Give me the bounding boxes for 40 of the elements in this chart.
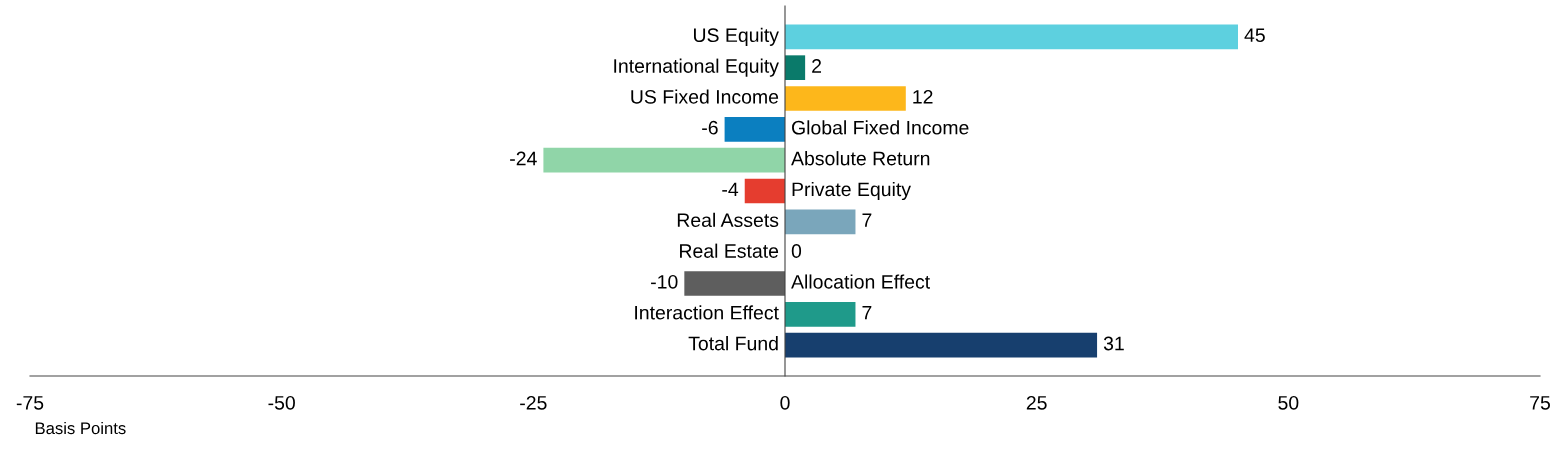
y-tick-label: Global Fixed Income [792,120,969,135]
bar [785,55,806,80]
y-tick-label: Total Fund [688,336,778,351]
data-label: 7 [862,305,872,320]
data-label: -10 [651,274,678,289]
bar [724,117,785,142]
bar [785,302,856,327]
y-tick-label: Absolute Return [791,151,930,166]
bar [785,24,1238,50]
bar [785,332,1098,358]
data-label: -24 [510,151,537,166]
bar [785,86,906,111]
x-tick-label: -75 [16,396,44,410]
data-label: 2 [812,59,822,73]
data-label: 31 [1103,336,1124,351]
bar [543,147,785,173]
y-tick-label: US Equity [694,27,779,46]
bar [684,271,785,296]
data-label: 7 [862,213,872,227]
y-tick-label: Interaction Effect [635,305,779,320]
x-tick-label: -50 [268,395,295,410]
y-tick-label: US Fixed Income [631,89,779,104]
data-label: 12 [913,89,933,104]
y-tick-label: International Equity [614,58,779,77]
data-label: 0 [791,244,802,258]
x-tick-label: -25 [520,395,547,410]
x-tick-label: 75 [1530,396,1550,410]
y-tick-label: Private Equity [792,181,911,201]
y-tick-label: Real Assets [677,212,779,228]
data-label: 45 [1244,28,1265,43]
y-tick-label: Allocation Effect [791,274,930,289]
data-label: -4 [722,182,739,197]
bar [785,209,856,235]
x-tick-label: 50 [1278,395,1299,410]
x-tick-label: 25 [1026,395,1047,410]
x-tick-label: 0 [780,395,790,410]
x-axis-title: Basis Points [35,421,126,435]
bar [744,178,785,204]
y-tick-label: Real Estate [680,243,779,258]
data-label: -6 [702,120,718,135]
